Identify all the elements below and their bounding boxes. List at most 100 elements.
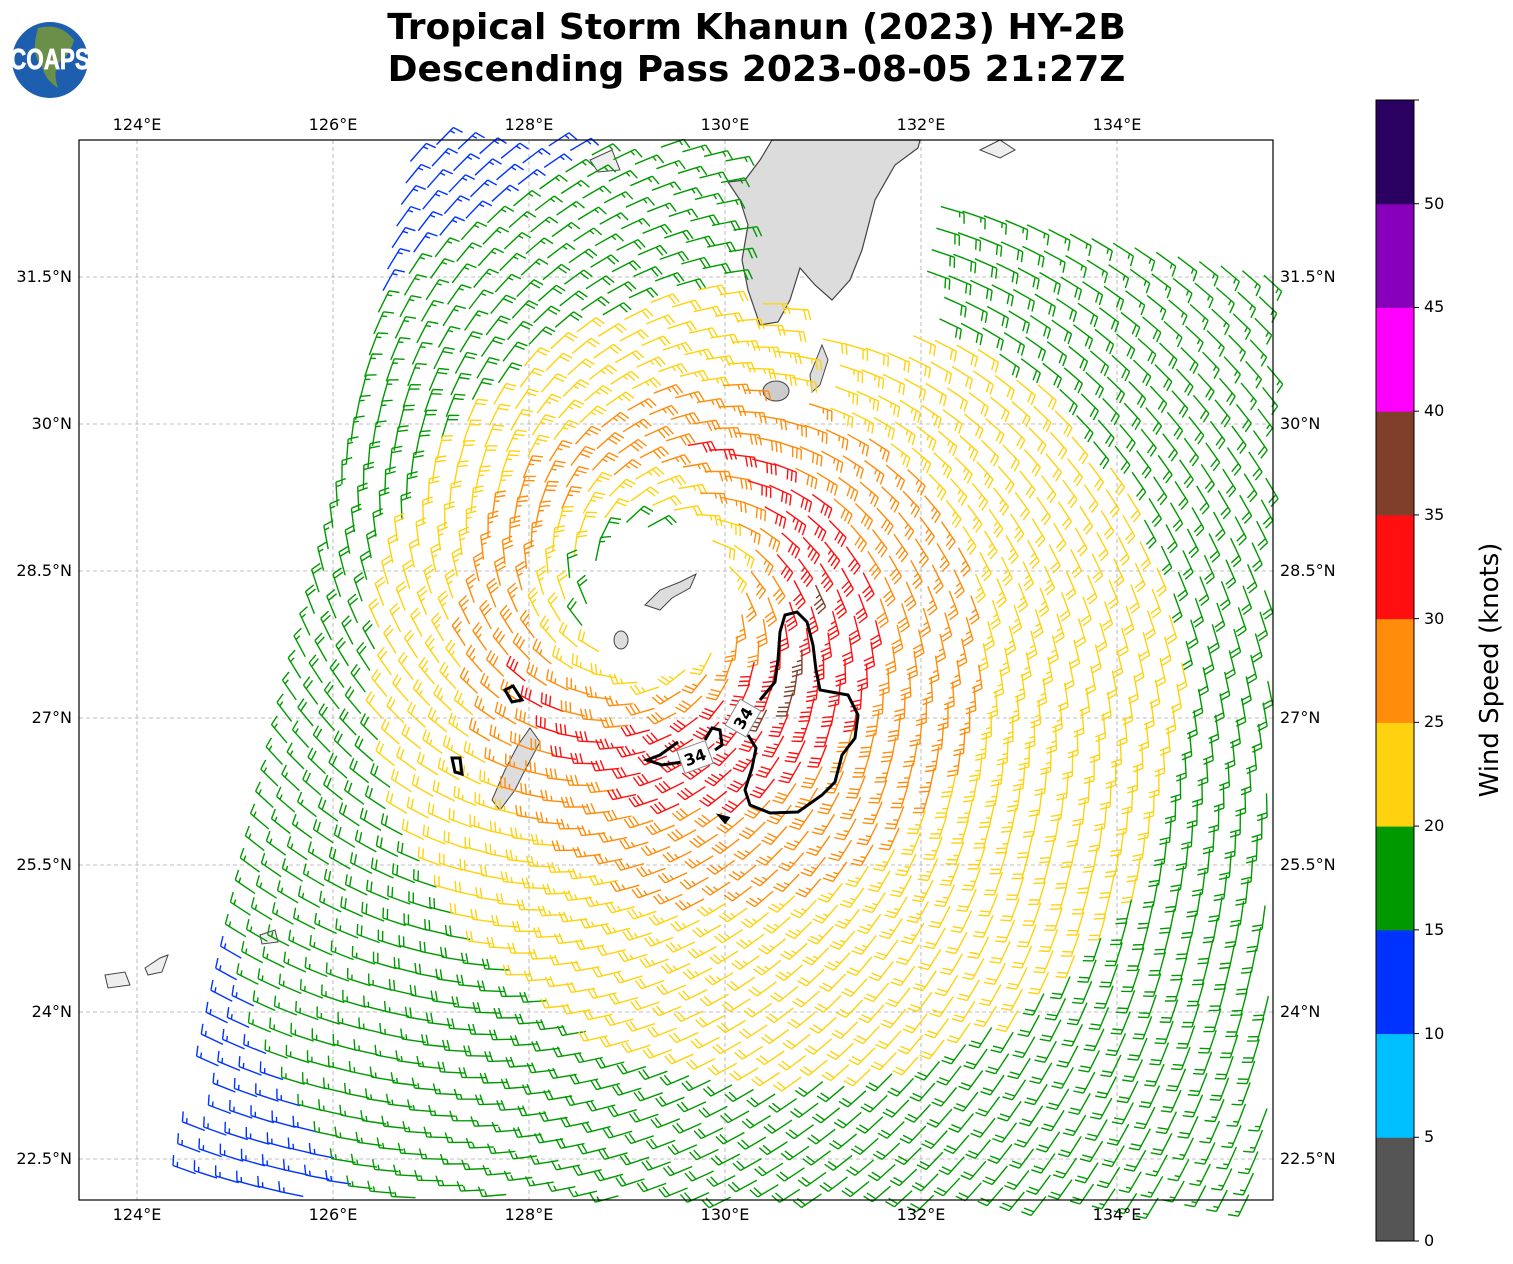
wind-barb	[451, 617, 466, 647]
wind-barb	[1090, 644, 1102, 674]
wind-barb	[458, 526, 470, 556]
wind-barb	[647, 514, 677, 528]
wind-barb	[430, 612, 445, 642]
wind-barb	[260, 852, 282, 878]
wind-barb	[782, 1033, 811, 1050]
wind-barb	[1129, 584, 1141, 614]
wind-barb	[1012, 288, 1035, 312]
wind-barb	[987, 690, 999, 720]
wind-barb	[1029, 1062, 1053, 1085]
wind-barb	[473, 268, 499, 288]
wind-barb	[953, 1091, 979, 1112]
wind-barb	[1160, 636, 1172, 666]
wind-barb	[863, 1185, 891, 1203]
wind-barb	[1111, 1102, 1134, 1125]
wind-barb	[919, 516, 935, 546]
wind-barb	[671, 807, 702, 822]
wind-barb	[527, 587, 540, 617]
wind-barb	[1251, 542, 1263, 572]
wind-barb	[552, 1046, 582, 1058]
map-frame	[78, 139, 1274, 1201]
wind-barb	[993, 487, 1010, 516]
wind-barb	[634, 978, 665, 990]
wind-barb	[584, 896, 614, 908]
wind-barb	[641, 335, 671, 347]
wind-barb	[950, 910, 973, 933]
wind-barb	[610, 881, 640, 893]
wind-barb	[505, 429, 527, 453]
wind-barb	[372, 508, 384, 537]
wind-barb	[974, 258, 998, 279]
wind-barb	[1229, 537, 1242, 568]
wind-barb	[1082, 937, 1102, 962]
wind-barb	[759, 527, 781, 553]
wind-barb	[651, 1005, 682, 1017]
wind-barb	[926, 270, 951, 290]
wind-barb	[1022, 812, 1039, 838]
wind-barb	[499, 604, 514, 634]
wind-barb	[895, 853, 917, 877]
wind-barb	[546, 861, 575, 873]
wind-barb	[705, 678, 729, 701]
wind-barb	[802, 1150, 831, 1166]
wind-barb	[917, 858, 939, 882]
wind-barb	[931, 724, 945, 752]
wind-barb	[728, 864, 757, 881]
wind-barb	[1091, 553, 1104, 584]
wind-barb	[1084, 1119, 1108, 1141]
wind-barb	[291, 720, 310, 748]
wind-barb	[961, 867, 982, 891]
wind-barb	[844, 342, 869, 361]
wind-barb	[524, 346, 551, 367]
wind-barb	[732, 1157, 762, 1172]
wind-barb	[948, 275, 972, 296]
wind-barb	[217, 1050, 241, 1072]
wind-barb	[1079, 505, 1094, 535]
colorbar-tick-label: 45	[1424, 297, 1445, 317]
wind-barb	[517, 1105, 547, 1117]
wind-barb	[489, 820, 515, 837]
wind-barb	[494, 273, 522, 293]
wind-barb	[671, 299, 702, 311]
wind-barb	[790, 1102, 819, 1119]
wind-barb	[889, 1168, 918, 1187]
wind-barb	[721, 496, 747, 513]
wind-barb	[751, 1071, 780, 1087]
wind-barb	[897, 1034, 924, 1055]
wind-barb	[1048, 228, 1071, 251]
wind-barb	[1176, 1025, 1196, 1049]
wind-barb	[1208, 624, 1220, 654]
wind-barb	[451, 547, 463, 577]
wind-barb	[468, 718, 491, 742]
wind-barb	[1212, 511, 1226, 542]
wind-barb	[1099, 782, 1112, 810]
wind-barb	[943, 296, 967, 318]
wind-barb	[867, 1163, 896, 1182]
wind-barb	[459, 667, 479, 694]
wind-barb	[1137, 813, 1151, 841]
wind-barb	[1069, 233, 1092, 257]
wind-barb	[1056, 298, 1078, 323]
wind-barb	[770, 985, 799, 1003]
wind-barb	[709, 747, 737, 767]
wind-barb	[906, 650, 919, 680]
wind-barb	[854, 503, 874, 530]
wind-barb	[728, 247, 758, 259]
wind-barb	[819, 973, 847, 992]
wind-barb	[546, 669, 569, 691]
wind-barb	[1252, 430, 1268, 459]
wind-barb	[719, 290, 749, 302]
wind-barb	[1032, 609, 1044, 639]
wind-barb	[320, 610, 333, 641]
wind-barb	[928, 655, 940, 685]
wind-barb	[631, 377, 662, 390]
wind-barb	[462, 419, 482, 444]
wind-barb	[897, 512, 915, 541]
wind-barb	[576, 317, 605, 333]
wind-barb	[843, 706, 858, 733]
wind-barb	[499, 776, 525, 794]
wind-barb	[812, 1107, 841, 1124]
wind-barb	[291, 813, 313, 839]
wind-barb	[910, 559, 923, 590]
wind-barb	[1082, 847, 1099, 873]
